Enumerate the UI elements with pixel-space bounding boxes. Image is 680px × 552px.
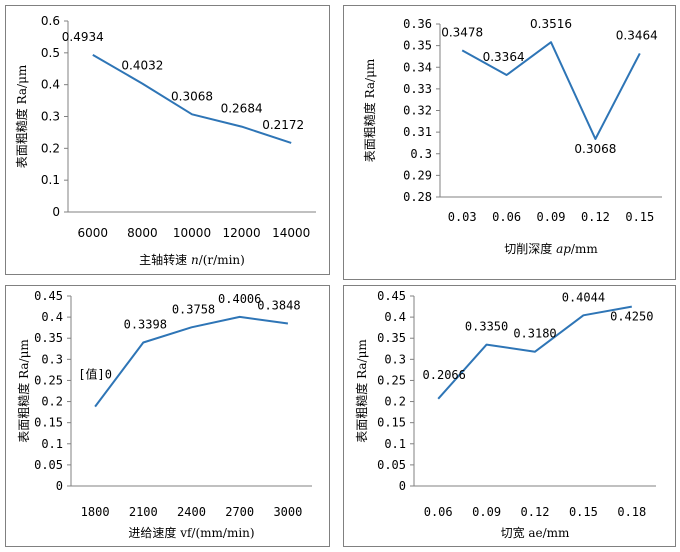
feed-rate-data-label: [值]0: [78, 367, 112, 382]
spindle-speed-x-tick-label: 8000: [127, 226, 158, 240]
cut-width-y-tick-label: 0.1: [384, 437, 406, 451]
feed-rate-y-tick-label: 0.4: [41, 310, 63, 324]
cut-width-x-tick-label: 0.18: [617, 505, 646, 519]
feed-rate-y-tick-label: 0: [56, 479, 63, 493]
feed-rate-x-tick-label: 2700: [225, 505, 254, 519]
cut-depth-x-tick-label: 0.03: [448, 210, 477, 224]
spindle-speed-data-label: 0.2172: [262, 118, 304, 132]
cut-depth-x-tick-label: 0.06: [492, 210, 521, 224]
cut-depth-y-tick-label: 0.29: [403, 168, 432, 182]
spindle-speed-y-axis-title: 表面粗糙度 Ra/μm: [14, 64, 29, 168]
feed-rate-y-tick-label: 0.05: [34, 458, 63, 472]
spindle-speed-y-tick-label: 0.5: [41, 46, 60, 60]
cut-depth-y-tick-label: 0.32: [403, 104, 432, 118]
spindle-speed-x-tick-label: 6000: [78, 226, 109, 240]
cut-width-x-tick-label: 0.06: [424, 505, 453, 519]
cut-width-y-tick-label: 0.2: [384, 395, 406, 409]
spindle-speed-data-label: 0.2684: [221, 102, 263, 116]
cut-depth-y-tick-label: 0.3: [410, 147, 432, 161]
cut-width-y-tick-label: 0.35: [377, 331, 406, 345]
cut-width-y-tick-label: 0.25: [377, 373, 406, 387]
cut-depth-x-tick-label: 0.12: [581, 210, 610, 224]
cut-width-y-tick-label: 0.15: [377, 416, 406, 430]
cut-width-y-tick-label: 0: [399, 479, 406, 493]
spindle-speed-y-tick-label: 0.6: [41, 14, 60, 28]
cut-width-x-tick-label: 0.12: [521, 505, 550, 519]
cut-width-data-label: 0.3350: [465, 320, 508, 334]
feed-rate-y-tick-label: 0.15: [34, 416, 63, 430]
cut-width-y-tick-label: 0.05: [377, 458, 406, 472]
feed-rate-y-tick-label: 0.45: [34, 289, 63, 303]
cut-width-x-tick-label: 0.15: [569, 505, 598, 519]
cut-width-x-axis-title: 切宽 ae/mm: [501, 525, 570, 540]
feed-rate-y-axis-title: 表面粗糙度 Ra/μm: [16, 339, 31, 443]
spindle-speed-y-tick-label: 0.1: [41, 173, 60, 187]
chart-cut-depth-svg: 0.28 0.29 0.3 0.31 0.32 0.33 0.34 0.35 0.36 0.03 0…: [362, 17, 662, 256]
feed-rate-series-line: [94, 315, 289, 408]
spindle-speed-data-label: 0.4032: [121, 59, 163, 73]
feed-rate-data-label: 0.3398: [124, 318, 167, 332]
feed-rate-x-tick-label: 2100: [129, 505, 158, 519]
cut-depth-x-axis-title: 切削深度 ap/mm: [504, 241, 598, 256]
cut-depth-y-tick-label: 0.28: [403, 190, 432, 204]
feed-rate-x-tick-label: 3000: [273, 505, 302, 519]
cut-width-y-tick-label: 0.3: [384, 352, 406, 366]
feed-rate-x-tick-label: 1800: [81, 505, 110, 519]
feed-rate-x-tick-label: 2400: [177, 505, 206, 519]
feed-rate-y-tick-label: 0.3: [41, 352, 63, 366]
cut-depth-y-tick-label: 0.34: [403, 60, 432, 74]
feed-rate-y-tick-label: 0.2: [41, 395, 63, 409]
cut-depth-series-line: [461, 41, 641, 140]
chart-panel-feed-rate: 0 0.05 0.1 0.15 0.2 0.25 0.3 0.35 0.4 0.45 1800 210…: [5, 285, 330, 547]
feed-rate-data-label: 0.3758: [172, 302, 215, 316]
feed-rate-data-label: 0.3848: [257, 299, 300, 313]
spindle-speed-data-label: 0.3068: [171, 89, 213, 103]
chart-spindle-speed-svg: 0 0.1 0.2 0.3 0.4 0.5 0.6 6000 8000 10000 12000 140…: [14, 14, 316, 267]
cut-depth-data-label: 0.3364: [483, 50, 525, 64]
chart-cut-width-svg: 0 0.05 0.1 0.15 0.2 0.25 0.3 0.35 0.4 0.45 0.06 0.0…: [354, 289, 656, 540]
cut-depth-y-tick-label: 0.33: [403, 82, 432, 96]
chart-panel-cut-depth: 0.28 0.29 0.3 0.31 0.32 0.33 0.34 0.35 0.36 0.03 0…: [343, 5, 676, 280]
cut-depth-y-tick-label: 0.35: [403, 39, 432, 53]
cut-depth-y-axis-title: 表面粗糙度 Ra/μm: [362, 58, 377, 162]
spindle-speed-y-tick-label: 0.2: [41, 141, 60, 155]
spindle-speed-x-tick-label: 10000: [173, 226, 211, 240]
spindle-speed-x-axis-title: 主轴转速 n/(r/min): [139, 252, 245, 267]
feed-rate-x-axis-title: 进给速度 vf/(mm/min): [128, 525, 254, 540]
cut-width-x-tick-label: 0.09: [472, 505, 501, 519]
spindle-speed-x-tick-label: 12000: [223, 226, 261, 240]
cut-depth-data-label: 0.3478: [441, 25, 483, 39]
spindle-speed-data-label: 0.4934: [62, 30, 104, 44]
spindle-speed-y-tick-label: 0: [52, 205, 60, 219]
feed-rate-y-tick-label: 0.35: [34, 331, 63, 345]
cut-width-data-label: 0.3180: [513, 327, 556, 341]
cut-depth-y-tick-label: 0.31: [403, 125, 432, 139]
cut-width-y-tick-label: 0.45: [377, 289, 406, 303]
feed-rate-y-tick-label: 0.1: [41, 437, 63, 451]
cut-width-y-tick-label: 0.4: [384, 310, 406, 324]
spindle-speed-y-tick-label: 0.4: [41, 78, 60, 92]
cut-depth-data-label: 0.3464: [616, 28, 658, 42]
chart-panel-spindle-speed: 0 0.1 0.2 0.3 0.4 0.5 0.6 6000 8000 10000 12000 140…: [5, 5, 330, 275]
cut-width-y-axis-title: 表面粗糙度 Ra/μm: [354, 339, 369, 443]
spindle-speed-x-tick-label: 14000: [272, 226, 310, 240]
cut-width-series-line: [437, 305, 632, 400]
spindle-speed-y-tick-label: 0.3: [41, 110, 60, 124]
cut-depth-data-label: 0.3068: [574, 142, 616, 156]
cut-width-data-label: 0.2066: [423, 368, 466, 382]
chart-panel-cut-width: 0 0.05 0.1 0.15 0.2 0.25 0.3 0.35 0.4 0.45 0.06 0.0…: [343, 285, 676, 547]
feed-rate-y-tick-label: 0.25: [34, 373, 63, 387]
spindle-speed-series-line: [92, 54, 292, 144]
cut-depth-x-tick-label: 0.15: [625, 210, 654, 224]
cut-width-data-label: 0.4044: [562, 290, 605, 304]
cut-depth-y-tick-label: 0.36: [403, 17, 432, 31]
cut-depth-x-tick-label: 0.09: [537, 210, 566, 224]
chart-feed-rate-svg: 0 0.05 0.1 0.15 0.2 0.25 0.3 0.35 0.4 0.45 1800 210…: [16, 289, 312, 540]
cut-width-data-label: 0.4250: [610, 310, 653, 324]
cut-depth-data-label: 0.3516: [530, 17, 572, 31]
feed-rate-data-label: 0.4006: [218, 292, 261, 306]
